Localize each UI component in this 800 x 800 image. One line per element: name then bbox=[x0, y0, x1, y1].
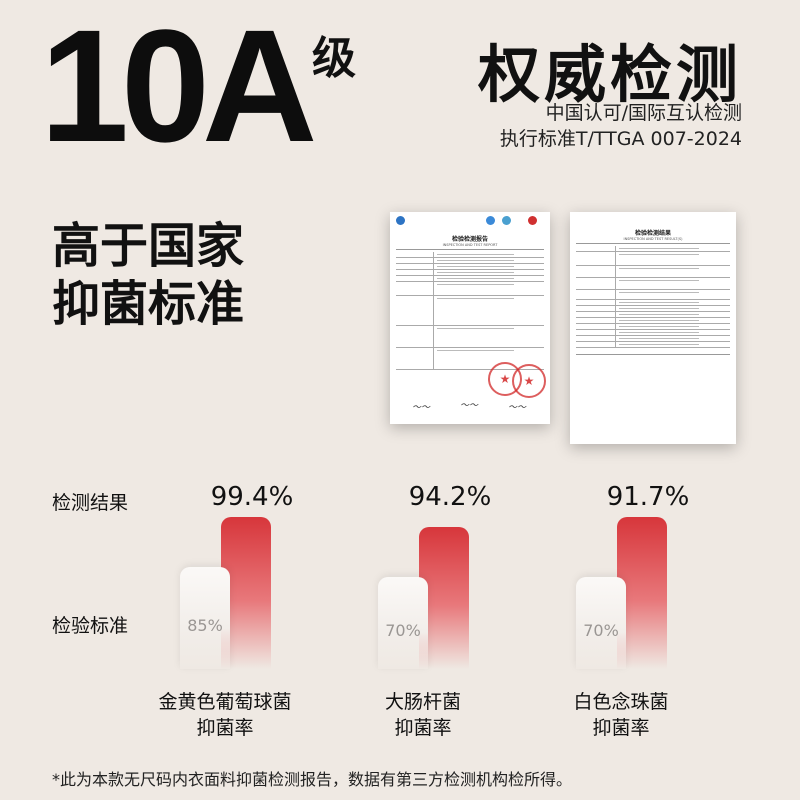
bacteria-label-staph: 金黄色葡萄球菌 抑菌率 bbox=[145, 690, 305, 741]
divider bbox=[396, 249, 544, 250]
test-result-image: 检验检测结果 INSPECTION AND TEST RESULT(S) bbox=[570, 212, 736, 444]
result-value-staph: 99.4% bbox=[210, 482, 294, 512]
footnote: *此为本款无尺码内衣面料抑菌检测报告，数据有第三方检测机构检所得。 bbox=[52, 770, 573, 789]
bacteria-name: 白色念珠菌 bbox=[573, 691, 669, 713]
claim-line-1: 高于国家 bbox=[52, 218, 245, 274]
result-row bbox=[576, 266, 730, 278]
result-row-label: 检测结果 bbox=[52, 492, 129, 514]
standard-value-staph: 85% bbox=[187, 615, 223, 635]
page-title: 权威检测 bbox=[477, 38, 742, 111]
result-row bbox=[576, 290, 730, 300]
result-value-candida: 91.7% bbox=[606, 482, 690, 512]
signature-icon: 〜〜 bbox=[412, 403, 431, 413]
report-subtitle: INSPECTION AND TEST REPORT bbox=[442, 243, 498, 247]
cnas-logo-icon bbox=[502, 216, 511, 225]
test-report-image: 检验检测报告 INSPECTION AND TEST REPORT 〜〜 〜〜 … bbox=[390, 212, 550, 424]
grade-heading: 10A bbox=[40, 0, 318, 175]
result-row bbox=[576, 252, 730, 266]
bacteria-label-candida: 白色念珠菌 抑菌率 bbox=[541, 690, 701, 741]
signature-icon: 〜〜 bbox=[508, 403, 527, 413]
signature-icon: 〜〜 bbox=[460, 401, 479, 411]
cma-logo-icon bbox=[486, 216, 495, 225]
standard-value-ecoli: 70% bbox=[385, 620, 421, 640]
certification-subtitle: 中国认可/国际互认检测 bbox=[545, 102, 742, 124]
result-report-title: 检验检测结果 bbox=[634, 230, 671, 237]
stamp-icon bbox=[512, 364, 546, 398]
result-value-ecoli: 94.2% bbox=[408, 482, 492, 512]
lab-logo-icon bbox=[396, 216, 405, 225]
divider bbox=[576, 354, 730, 355]
standard-subtitle: 执行标准T/TTGA 007-2024 bbox=[499, 128, 742, 150]
report-row bbox=[396, 282, 544, 296]
report-row bbox=[396, 326, 544, 348]
claim-heading: 高于国家 抑菌标准 bbox=[52, 218, 244, 333]
bacteria-name: 金黄色葡萄球菌 bbox=[158, 691, 292, 713]
bacteria-metric: 抑菌率 bbox=[196, 716, 254, 739]
bacteria-name: 大肠杆菌 bbox=[384, 691, 461, 713]
report-row bbox=[396, 296, 544, 326]
bacteria-metric: 抑菌率 bbox=[394, 716, 452, 739]
result-report-subtitle: INSPECTION AND TEST RESULT(S) bbox=[623, 237, 683, 241]
standard-bar-staph: 85% bbox=[180, 567, 230, 669]
report-title: 检验检测报告 bbox=[451, 236, 488, 243]
divider bbox=[576, 243, 730, 244]
grade-suffix: 级 bbox=[312, 33, 356, 84]
standard-bar-candida: 70% bbox=[576, 577, 626, 669]
bacteria-metric: 抑菌率 bbox=[592, 716, 650, 739]
report-row bbox=[396, 348, 544, 370]
standard-value-candida: 70% bbox=[583, 620, 619, 640]
result-row bbox=[576, 278, 730, 290]
bacteria-label-ecoli: 大肠杆菌 抑菌率 bbox=[343, 690, 503, 741]
ilac-logo-icon bbox=[528, 216, 537, 225]
standard-row-label: 检验标准 bbox=[52, 615, 129, 637]
claim-line-2: 抑菌标准 bbox=[52, 275, 245, 332]
result-row bbox=[576, 342, 730, 348]
standard-bar-ecoli: 70% bbox=[378, 577, 428, 669]
